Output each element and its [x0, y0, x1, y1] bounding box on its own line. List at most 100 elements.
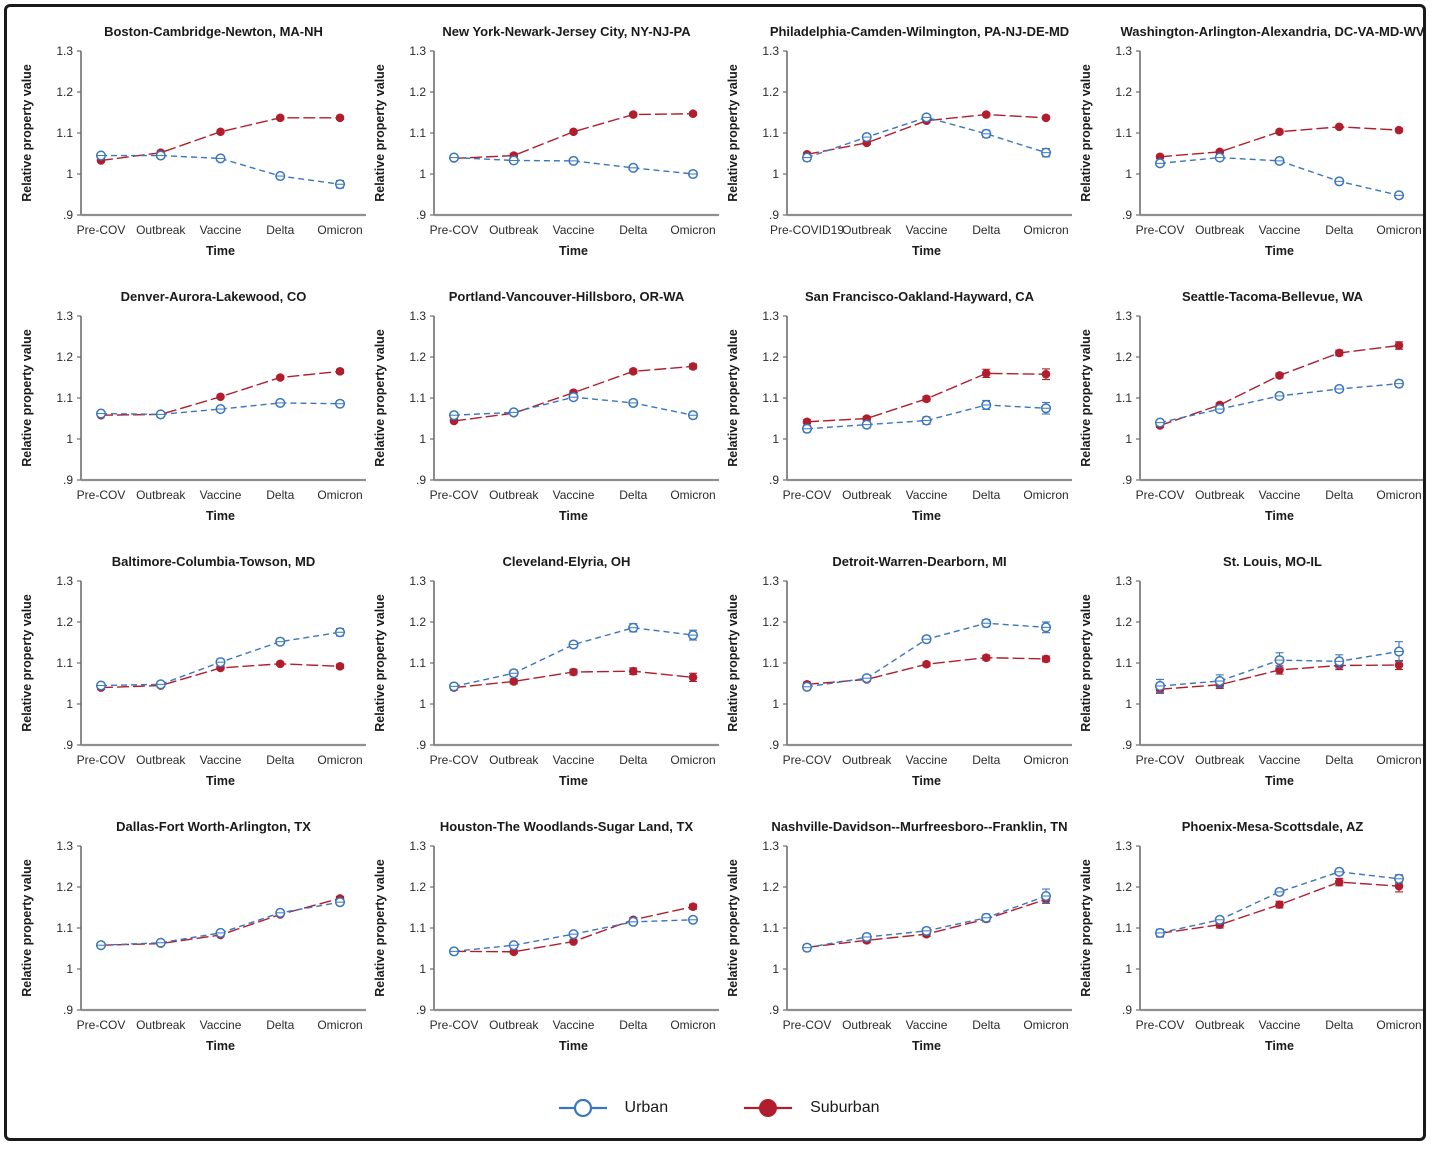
suburban-marker	[1334, 877, 1344, 887]
suburban-marker	[1394, 341, 1404, 350]
y-tick-label: 1	[772, 167, 779, 181]
suburban-marker	[1334, 122, 1344, 132]
suburban-marker	[802, 417, 812, 427]
chart-title: Portland-Vancouver-Hillsboro, OR-WA	[448, 289, 685, 304]
x-tick-label: Outbreak	[136, 753, 186, 767]
x-tick-label: Outbreak	[1195, 1018, 1245, 1032]
subplot-16: Phoenix-Mesa-Scottsdale, AZ 1.3 1.2 1.1 1 .9 R…	[1076, 814, 1423, 1079]
x-tick-label: Pre-COV	[1136, 223, 1185, 237]
chart-title: Nashville-Davidson--Murfreesboro--Frankl…	[771, 819, 1068, 834]
suburban-marker	[1041, 113, 1051, 123]
suburban-marker	[981, 653, 991, 662]
suburban-marker	[1334, 348, 1344, 358]
urban-line	[806, 404, 1047, 430]
x-tick-label: Delta	[972, 488, 1000, 502]
urban-line	[806, 895, 1047, 949]
y-tick-label: 1	[419, 697, 426, 711]
y-tick-label: 1.3	[762, 575, 779, 588]
suburban-marker	[981, 110, 991, 119]
suburban-marker	[628, 367, 638, 376]
y-tick-label: .9	[769, 738, 779, 752]
x-tick-label: Vaccine	[553, 223, 595, 237]
y-tick-label: 1.2	[1115, 85, 1132, 99]
subplot-7: San Francisco-Oakland-Hayward, CA 1.3 1.2 1…	[723, 284, 1076, 549]
x-tick-label: Pre-COV	[783, 488, 832, 502]
x-tick-label: Outbreak	[1195, 753, 1245, 767]
chart-title: Boston-Cambridge-Newton, MA-NH	[104, 24, 323, 39]
y-tick-label: 1.2	[56, 85, 73, 99]
suburban-marker	[216, 127, 225, 137]
x-tick-label: Outbreak	[1195, 488, 1245, 502]
y-tick-label: 1.2	[762, 615, 779, 629]
chart-plot: 1.3 1.2 1.1 1 .9 Relative property value Pre-C…	[20, 44, 366, 258]
y-axis-label: Relative property value	[373, 329, 387, 467]
x-tick-label: Vaccine	[906, 488, 948, 502]
x-axis-label: Time	[1265, 244, 1294, 258]
x-tick-label: Vaccine	[906, 223, 948, 237]
y-tick-label: 1.3	[409, 840, 426, 853]
chart-title: Dallas-Fort Worth-Arlington, TX	[116, 819, 311, 834]
x-tick-label: Pre-COV	[77, 1018, 126, 1032]
y-tick-label: 1.1	[762, 391, 779, 405]
y-tick-label: 1.1	[1115, 921, 1132, 935]
chart-plot: 1.3 1.2 1.1 1 .9 Relative property value Pre-C…	[1079, 574, 1423, 788]
chart-plot: 1.3 1.2 1.1 1 .9 Relative property value Pre-C…	[373, 574, 719, 788]
y-tick-label: .9	[416, 1003, 426, 1017]
x-tick-label: Omicron	[1376, 1018, 1421, 1032]
y-tick-label: 1.3	[56, 45, 73, 58]
x-tick-label: Omicron	[670, 223, 715, 237]
subplot-11: Detroit-Warren-Dearborn, MI 1.3 1.2 1.1 1 .9 R…	[723, 549, 1076, 814]
y-tick-label: .9	[416, 738, 426, 752]
legend: Urban Suburban	[7, 1085, 1423, 1131]
suburban-marker	[335, 661, 345, 671]
suburban-line	[806, 898, 1047, 948]
x-tick-label: Pre-COV	[1136, 488, 1185, 502]
x-tick-label: Delta	[1325, 223, 1353, 237]
x-axis-label: Time	[206, 774, 235, 788]
y-tick-label: .9	[769, 473, 779, 487]
urban-line	[1159, 382, 1400, 424]
legend-label-suburban: Suburban	[810, 1099, 880, 1116]
x-tick-label: Omicron	[1376, 753, 1421, 767]
x-tick-label: Omicron	[317, 753, 362, 767]
subplot-15: Nashville-Davidson--Murfreesboro--Frankl…	[723, 814, 1076, 1079]
chart-plot: 1.3 1.2 1.1 1 .9 Relative property value Pre-C…	[373, 44, 719, 258]
subplot-6: Portland-Vancouver-Hillsboro, OR-WA 1.3 1.…	[370, 284, 723, 549]
x-tick-label: Omicron	[670, 488, 715, 502]
y-tick-label: 1	[1125, 167, 1132, 181]
x-axis-label: Time	[912, 244, 941, 258]
y-axis-label: Relative property value	[20, 594, 34, 732]
urban-line	[101, 154, 341, 185]
chart-title: New York-Newark-Jersey City, NY-NJ-PA	[442, 24, 691, 39]
x-tick-label: Vaccine	[906, 1018, 948, 1032]
x-tick-label: Delta	[619, 488, 647, 502]
legend-item-suburban: Suburban	[742, 1097, 879, 1119]
x-tick-label: Omicron	[1376, 223, 1421, 237]
y-tick-label: .9	[769, 208, 779, 222]
y-axis-label: Relative property value	[20, 64, 34, 202]
x-tick-label: Outbreak	[842, 488, 892, 502]
chart-title: St. Louis, MO-IL	[1223, 554, 1322, 569]
suburban-marker	[569, 127, 578, 137]
x-axis-label: Time	[559, 509, 588, 523]
suburban-line	[1159, 344, 1400, 427]
y-tick-label: .9	[63, 1003, 73, 1017]
x-tick-label: Vaccine	[553, 1018, 595, 1032]
y-axis-label: Relative property value	[373, 64, 387, 202]
chart-title: Philadelphia-Camden-Wilmington, PA-NJ-DE…	[769, 24, 1070, 39]
y-tick-label: 1.3	[409, 310, 426, 323]
chart-title: Houston-The Woodlands-Sugar Land, TX	[439, 819, 694, 834]
x-tick-label: Pre-COV	[430, 223, 479, 237]
chart-title: San Francisco-Oakland-Hayward, CA	[804, 289, 1034, 304]
legend-item-urban: Urban	[557, 1097, 668, 1119]
y-tick-label: 1.1	[409, 921, 426, 935]
x-tick-label: Vaccine	[1259, 753, 1301, 767]
x-tick-label: Delta	[972, 1018, 1000, 1032]
y-axis-label: Relative property value	[1079, 329, 1093, 467]
x-tick-label: Omicron	[1023, 223, 1068, 237]
x-tick-label: Outbreak	[489, 488, 539, 502]
chart-plot: 1.3 1.2 1.1 1 .9 Relative property value Pre-C…	[20, 839, 366, 1053]
y-tick-label: 1	[66, 697, 73, 711]
y-tick-label: 1.2	[56, 880, 73, 894]
y-tick-label: 1	[1125, 432, 1132, 446]
